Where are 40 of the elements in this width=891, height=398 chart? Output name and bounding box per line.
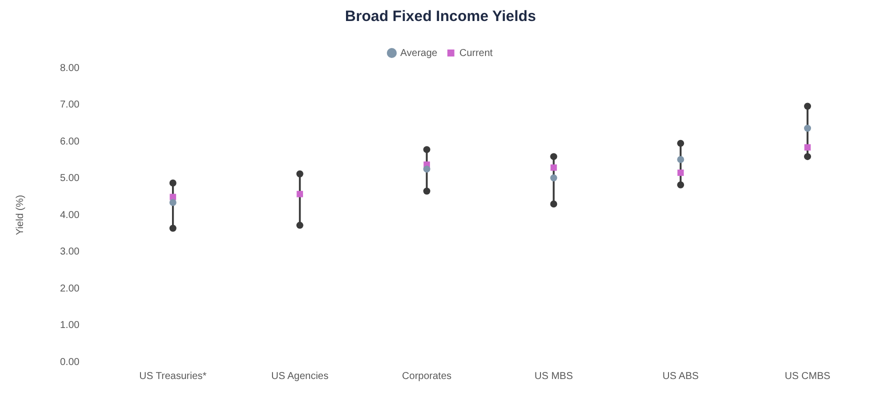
point — [550, 153, 558, 160]
point — [423, 166, 430, 173]
x-tick-label: US ABS — [662, 370, 700, 382]
y-tick-label: 5.00 — [60, 173, 80, 184]
y-tick-label: 3.00 — [60, 246, 80, 258]
point — [169, 180, 176, 187]
point — [804, 144, 811, 151]
y-tick-label: 4.00 — [60, 210, 80, 221]
x-tick-label: US CMBS — [784, 370, 831, 382]
point — [169, 224, 176, 232]
point — [296, 222, 304, 229]
point — [423, 188, 430, 195]
point — [169, 199, 176, 206]
y-tick-label: 8.00 — [60, 62, 80, 74]
y-tick-label: 1.00 — [60, 320, 80, 331]
point — [677, 181, 684, 188]
y-tick-label: 6.00 — [60, 136, 80, 148]
point — [677, 140, 684, 147]
point — [804, 153, 812, 160]
chart-title: Broad Fixed Income Yields — [345, 8, 536, 26]
legend-label: Current — [459, 48, 493, 59]
point — [296, 170, 304, 178]
point — [804, 102, 812, 110]
x-tick-label: Corporates — [402, 370, 452, 382]
point — [550, 164, 557, 171]
x-tick-label: US Treasuries* — [139, 370, 207, 382]
point — [550, 200, 558, 208]
point — [296, 190, 304, 198]
point — [677, 156, 684, 164]
x-tick-label: US Agencies — [271, 370, 328, 382]
point — [677, 170, 684, 176]
y-tick-label: 0.00 — [60, 356, 80, 368]
legend-label: Average — [400, 48, 438, 59]
x-tick-label: US MBS — [534, 370, 574, 382]
y-axis-title: Yield (%) — [14, 194, 26, 236]
y-tick-label: 2.00 — [60, 283, 80, 294]
y-tick-label: 7.00 — [60, 100, 80, 110]
point — [804, 124, 812, 132]
point — [423, 146, 430, 154]
point — [550, 174, 558, 182]
